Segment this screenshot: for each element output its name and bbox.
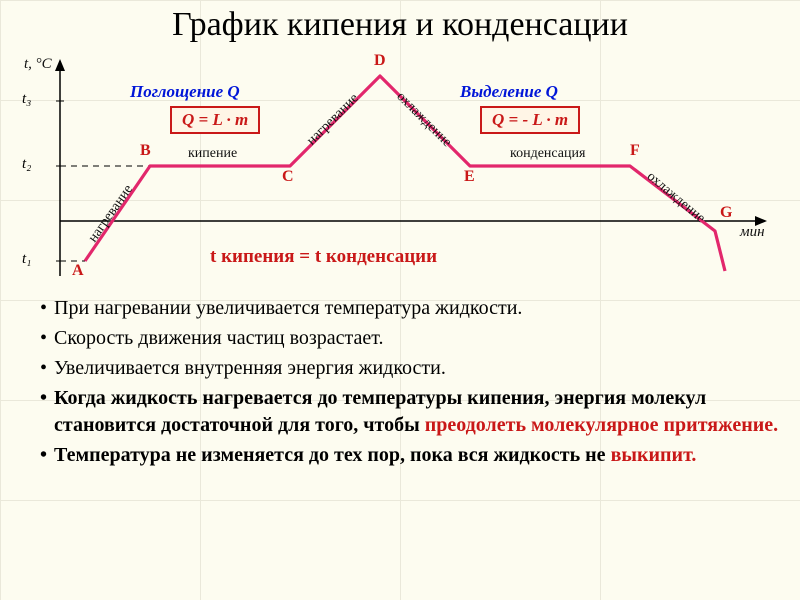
bullet-list: При нагревании увеличивается температура…	[20, 295, 780, 469]
bullet-emphasis: преодолеть молекулярное притяжение.	[425, 414, 778, 436]
x-axis-label: мин	[740, 224, 765, 241]
formula-release: Q = - L · m	[480, 106, 580, 134]
bullet-text: Температура не изменяется до тех пор, по…	[54, 444, 611, 466]
q-absorb-label: Поглощение Q	[130, 82, 240, 102]
segment-label-1: кипение	[188, 146, 237, 162]
bullet-text: При нагревании увеличивается температура…	[54, 297, 522, 319]
bullet-text: Увеличивается внутренняя энергия жидкост…	[54, 357, 446, 379]
y-axis-label: t, °C	[24, 56, 52, 73]
point-G: G	[720, 204, 732, 222]
y-tick-t1: t₁	[22, 251, 31, 268]
point-A: A	[72, 262, 84, 280]
bullet-4: Температура не изменяется до тех пор, по…	[40, 442, 780, 469]
equation-temps: t кипения = t конденсации	[210, 246, 437, 268]
point-E: E	[464, 168, 475, 186]
bullet-1: Скорость движения частиц возрастает.	[40, 325, 780, 352]
y-tick-t2: t₂	[22, 156, 31, 173]
bullet-emphasis: выкипит.	[611, 444, 697, 466]
point-C: C	[282, 168, 294, 186]
slide-content: График кипения и конденсации t, °C мин t…	[0, 0, 800, 469]
formula-absorb: Q = L · m	[170, 106, 260, 134]
slide-title: График кипения и конденсации	[20, 6, 780, 44]
q-release-label: Выделение Q	[460, 82, 558, 102]
bullet-0: При нагревании увеличивается температура…	[40, 295, 780, 322]
point-F: F	[630, 142, 640, 160]
bullet-2: Увеличивается внутренняя энергия жидкост…	[40, 355, 780, 382]
point-B: B	[140, 142, 151, 160]
bullet-text: Скорость движения частиц возрастает.	[54, 327, 384, 349]
y-tick-t3: t₃	[22, 91, 31, 108]
bullet-3: Когда жидкость нагревается до температур…	[40, 385, 780, 439]
point-D: D	[374, 52, 386, 70]
chart-area: t, °C мин t₁t₂t₃ ABCDEFG нагреваниекипен…	[20, 46, 780, 291]
segment-label-4: конденсация	[510, 146, 585, 162]
